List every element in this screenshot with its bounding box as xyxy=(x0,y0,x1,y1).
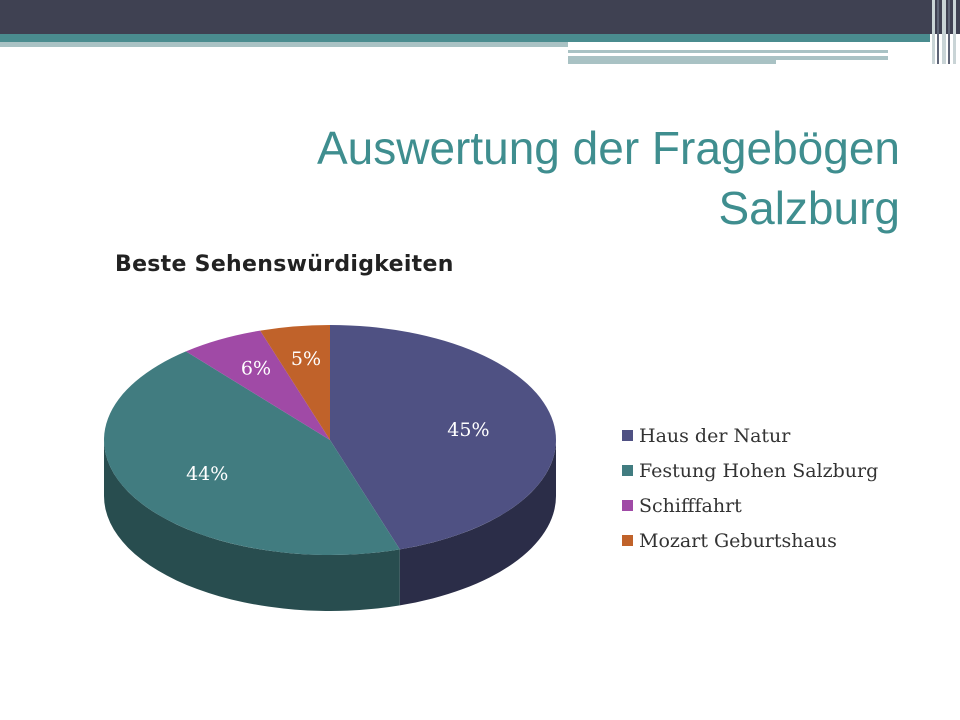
chart-legend: Haus der Natur Festung Hohen Salzburg Schi… xyxy=(622,418,878,558)
legend-item: Haus der Natur xyxy=(622,418,878,453)
legend-item: Festung Hohen Salzburg xyxy=(622,453,878,488)
accent-band-light xyxy=(568,50,888,53)
legend-swatch xyxy=(622,535,633,546)
data-label-festung-hohen-salzburg: 44% xyxy=(186,463,228,485)
legend-swatch xyxy=(622,430,633,441)
data-label-mozart-geburtshaus: 5% xyxy=(291,348,321,370)
data-labels: 45% 44% 6% 5% xyxy=(186,348,489,485)
chart-title: Beste Sehenswürdigkeiten xyxy=(115,252,454,277)
pie-slice-schifffahrt xyxy=(185,330,330,440)
data-label-schifffahrt: 6% xyxy=(241,357,271,379)
legend-label: Schifffahrt xyxy=(639,494,742,517)
accent-band-light xyxy=(568,56,888,64)
legend-label: Haus der Natur xyxy=(639,424,791,447)
decorative-rails xyxy=(930,0,960,64)
pie-slice-mozart-geburtshaus xyxy=(260,325,330,440)
legend-item: Schifffahrt xyxy=(622,488,878,523)
pie-slice-festung-hohen-salzburg xyxy=(103,351,400,555)
pie-side xyxy=(104,440,556,611)
pie-side-haus-der-natur xyxy=(399,440,556,606)
pie-top xyxy=(103,325,557,555)
accent-band-gap xyxy=(776,60,888,64)
slide-title: Auswertung der Fragebögen Salzburg xyxy=(140,118,900,238)
accent-band xyxy=(0,34,930,42)
legend-swatch xyxy=(622,465,633,476)
top-bar xyxy=(0,0,960,34)
legend-item: Mozart Geburtshaus xyxy=(622,523,878,558)
data-label-haus-der-natur: 45% xyxy=(447,419,489,441)
legend-swatch xyxy=(622,500,633,511)
slide-title-line1: Auswertung der Fragebögen xyxy=(316,122,900,174)
slide-title-line2: Salzburg xyxy=(718,182,900,234)
pie-slice-haus-der-natur xyxy=(330,325,557,550)
legend-label: Festung Hohen Salzburg xyxy=(639,459,879,482)
legend-label: Mozart Geburtshaus xyxy=(639,529,837,552)
accent-band-light xyxy=(0,42,568,47)
pie-side-festung-hohen-salzburg xyxy=(104,440,400,611)
